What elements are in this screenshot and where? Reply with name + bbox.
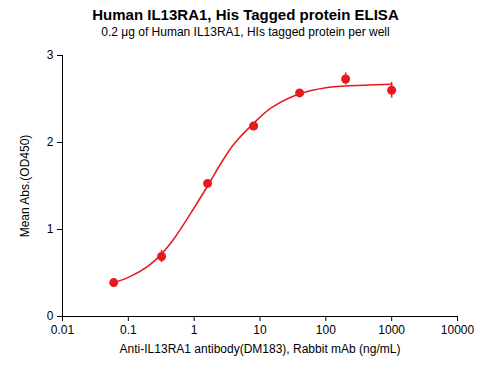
svg-text:0.1: 0.1 — [120, 323, 137, 337]
svg-text:1: 1 — [47, 222, 54, 236]
html-text:0.2 μg of Human IL13RA1, HIs t: 0.2 μg of Human IL13RA1, HIs tagged prot… — [101, 25, 390, 39]
svg-text:Anti-IL13RA1 antibody(DM183),: Anti-IL13RA1 antibody(DM183), Rabbit mAb… — [120, 342, 401, 356]
svg-text:0: 0 — [47, 309, 54, 323]
svg-text:3: 3 — [47, 48, 54, 62]
svg-text:Mean Abs.(OD450): Mean Abs.(OD450) — [18, 135, 32, 238]
svg-text:100: 100 — [316, 323, 336, 337]
html-text:Human IL13RA1, His Tagged prot: Human IL13RA1, His Tagged protein ELISA — [92, 6, 399, 23]
svg-text:0.01: 0.01 — [51, 323, 75, 337]
svg-text:2: 2 — [47, 135, 54, 149]
svg-text:10: 10 — [253, 323, 267, 337]
svg-text:1: 1 — [191, 323, 198, 337]
svg-text:10000: 10000 — [441, 323, 475, 337]
svg-text:1000: 1000 — [378, 323, 405, 337]
